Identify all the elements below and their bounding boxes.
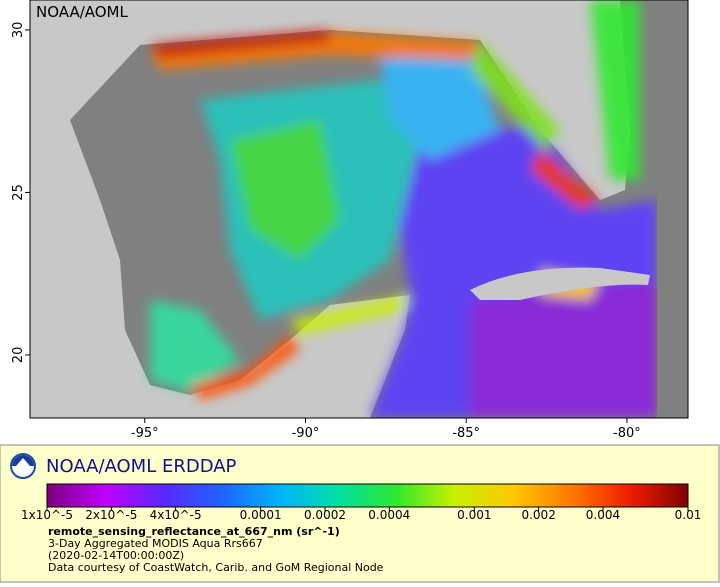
axes: -95° -90° -85° -80° 20 25 30 xyxy=(11,22,641,441)
noaa-logo xyxy=(10,453,36,479)
map-frame xyxy=(29,0,689,419)
colorbar xyxy=(46,483,689,508)
colorbar-tick-label: 0.0002 xyxy=(304,508,346,522)
colorbar-tick-label: 2x10^-5 xyxy=(85,508,137,522)
colorbar-tick-label: 0.004 xyxy=(586,508,620,522)
colorbar-tick-label: 1x10^-5 xyxy=(21,508,73,522)
reflectance-imagery xyxy=(150,0,657,418)
colorbar-tick-label: 0.01 xyxy=(675,508,702,522)
x-tick-label: -95° xyxy=(131,426,159,441)
colorbar-tick-label: 0.002 xyxy=(521,508,555,522)
watermark: NOAA/AOML xyxy=(36,3,129,21)
colorbar-tick-label: 0.0004 xyxy=(368,508,410,522)
map xyxy=(30,0,688,418)
footer-line: 3-Day Aggregated MODIS Aqua Rrs667 xyxy=(48,537,263,550)
brand: NOAA/AOML ERDDAP xyxy=(46,456,237,477)
x-tick-label: -90° xyxy=(292,426,320,441)
y-tick-label: 20 xyxy=(11,347,26,364)
x-tick-label: -85° xyxy=(452,426,480,441)
variable: remote_sensing_reflectance_at_667_nm (sr… xyxy=(48,525,340,538)
footer-panel xyxy=(0,444,720,583)
colorbar-ticks: 1x10^-5 2x10^-5 4x10^-5 0.0001 0.0002 0.0004 0… xyxy=(21,507,701,522)
colorbar-tick-label: 4x10^-5 xyxy=(150,508,202,522)
colorbar-tick-label: 0.001 xyxy=(457,508,491,522)
footer-line: Data courtesy of CoastWatch, Carib. and … xyxy=(48,561,384,574)
footer-lines: 3-Day Aggregated MODIS Aqua Rrs667(2020-… xyxy=(48,537,384,574)
colorbar-tick-label: 0.0001 xyxy=(240,508,282,522)
y-tick-label: 30 xyxy=(11,22,26,39)
y-tick-label: 25 xyxy=(11,184,26,201)
footer-line: (2020-02-14T00:00:00Z) xyxy=(48,549,184,562)
cuba xyxy=(470,267,650,300)
x-tick-label: -80° xyxy=(613,426,641,441)
no-data xyxy=(657,0,688,418)
